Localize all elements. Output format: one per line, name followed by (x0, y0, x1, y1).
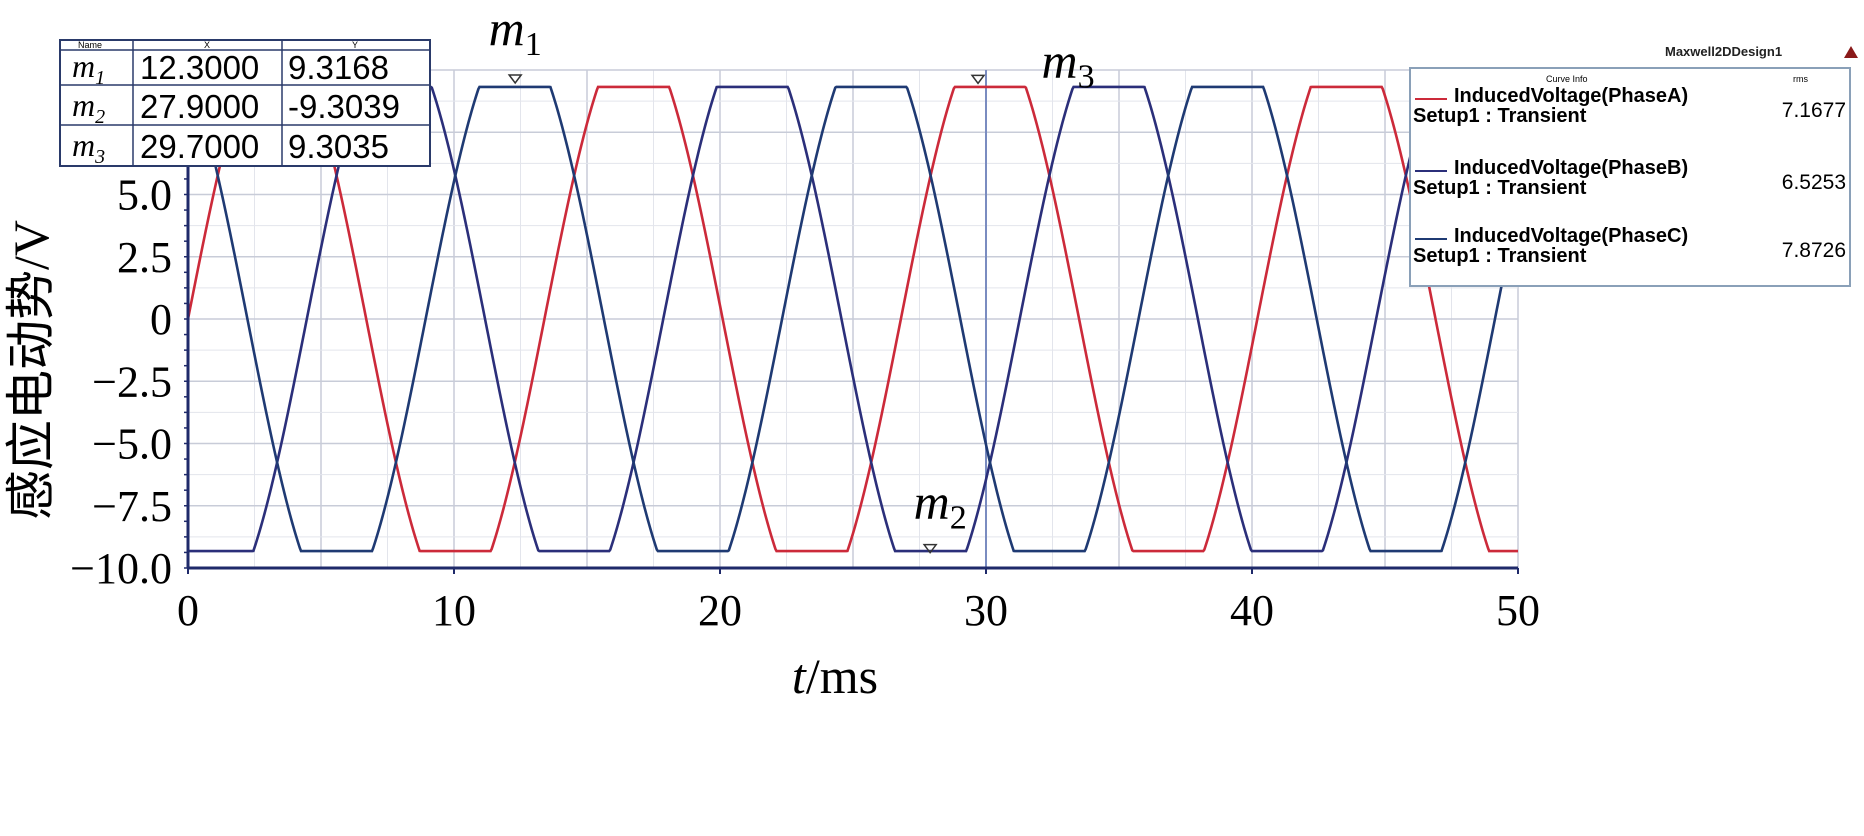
marker-triangle (970, 74, 986, 85)
y-tick-label: −7.5 (92, 482, 172, 531)
y-tick-label: 2.5 (117, 233, 172, 282)
table-head-y: Y (352, 40, 358, 50)
table-cell-x: 12.3000 (140, 49, 259, 86)
legend-series-value: 6.5253 (1782, 171, 1846, 194)
legend-series-setup: Setup1 : Transient (1413, 245, 1587, 267)
y-tick-label: −10.0 (70, 544, 172, 593)
legend-series-name: InducedVoltage(PhaseB) (1454, 157, 1688, 179)
series-line-2 (188, 85, 1520, 553)
x-tick-label: 10 (432, 586, 476, 635)
marker-label: m2 (914, 474, 967, 537)
legend-series-name: InducedVoltage(PhaseC) (1454, 225, 1688, 247)
legend-series-name: InducedVoltage(PhaseA) (1454, 85, 1688, 107)
x-axis-title: t/ms (792, 648, 878, 704)
y-tick-label: −5.0 (92, 420, 172, 469)
legend-rows: InducedVoltage(PhaseA)Setup1 : Transient… (1413, 85, 1846, 267)
table-cell-y: 9.3035 (288, 128, 389, 165)
legend-header: Curve Info (1546, 74, 1588, 84)
y-tick-label: 5.0 (117, 171, 172, 220)
legend-series-value: 7.1677 (1782, 99, 1846, 122)
x-tick-label: 20 (698, 586, 742, 635)
table-cell-y: 9.3168 (288, 49, 389, 86)
table-cell-x: 29.7000 (140, 128, 259, 165)
legend-series-setup: Setup1 : Transient (1413, 177, 1587, 199)
y-tick-label: 0 (150, 295, 172, 344)
x-tick-label: 30 (964, 586, 1008, 635)
marker-label: m1 (489, 0, 542, 63)
legend-header-value: rms (1793, 74, 1808, 84)
table-head-name: Name (78, 40, 102, 50)
marker-label: m3 (1041, 32, 1094, 95)
x-tick-label: 0 (177, 586, 199, 635)
design-name: Maxwell2DDesign1 (1665, 44, 1782, 59)
legend-series-setup: Setup1 : Transient (1413, 105, 1587, 127)
legend: Maxwell2DDesign1 Curve Info rms InducedV… (1409, 44, 1858, 287)
marker-triangle (922, 543, 938, 554)
warning-icon (1844, 46, 1858, 58)
axes: 0 10 20 30 40 50 5.0 2.5 0 −2.5 −5.0 −7.5 −10.0 t/ms 感… (3, 40, 1540, 704)
series-line-0 (186, 85, 1518, 553)
marker-triangle (507, 74, 523, 85)
markers: m1 m2 m3 (489, 0, 1095, 554)
table-cell-x: 27.9000 (140, 88, 259, 125)
x-tick-label: 50 (1496, 586, 1540, 635)
y-tick-label: −2.5 (92, 357, 172, 406)
table-cell-y: -9.3039 (288, 88, 400, 125)
table-head-x: X (204, 40, 210, 50)
legend-series-value: 7.8726 (1782, 239, 1846, 262)
y-axis-title: 感应电动势/V (3, 220, 59, 520)
x-tick-label: 40 (1230, 586, 1274, 635)
